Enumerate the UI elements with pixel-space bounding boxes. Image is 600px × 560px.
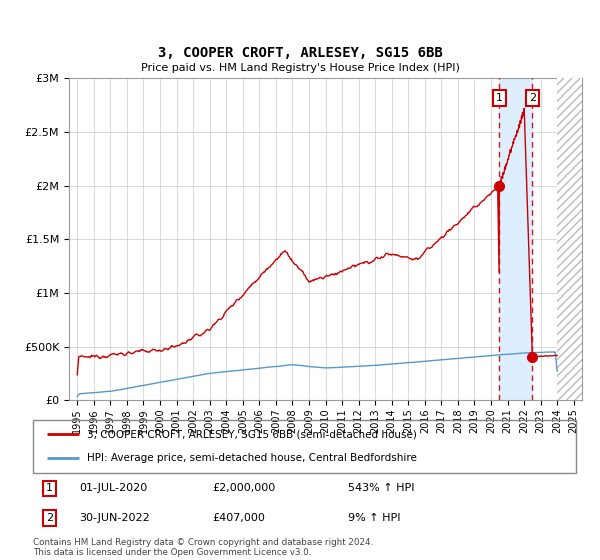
- Text: Contains HM Land Registry data © Crown copyright and database right 2024.
This d: Contains HM Land Registry data © Crown c…: [33, 538, 373, 557]
- Text: 30-JUN-2022: 30-JUN-2022: [79, 513, 150, 523]
- Text: 2: 2: [46, 513, 53, 523]
- Text: 1: 1: [496, 93, 503, 102]
- Text: Price paid vs. HM Land Registry's House Price Index (HPI): Price paid vs. HM Land Registry's House …: [140, 63, 460, 73]
- Text: 543% ↑ HPI: 543% ↑ HPI: [348, 483, 415, 493]
- Bar: [557, 78, 582, 400]
- Text: HPI: Average price, semi-detached house, Central Bedfordshire: HPI: Average price, semi-detached house,…: [88, 453, 417, 463]
- Text: £407,000: £407,000: [212, 513, 265, 523]
- Text: £2,000,000: £2,000,000: [212, 483, 275, 493]
- Text: 3, COOPER CROFT, ARLESEY, SG15 6BB (semi-detached house): 3, COOPER CROFT, ARLESEY, SG15 6BB (semi…: [88, 430, 417, 440]
- Text: 9% ↑ HPI: 9% ↑ HPI: [348, 513, 400, 523]
- Text: 3, COOPER CROFT, ARLESEY, SG15 6BB: 3, COOPER CROFT, ARLESEY, SG15 6BB: [158, 46, 442, 60]
- Text: 1: 1: [46, 483, 53, 493]
- Bar: [499, 78, 532, 400]
- Text: 2: 2: [529, 93, 536, 102]
- Text: 01-JUL-2020: 01-JUL-2020: [79, 483, 148, 493]
- Bar: [557, 78, 582, 400]
